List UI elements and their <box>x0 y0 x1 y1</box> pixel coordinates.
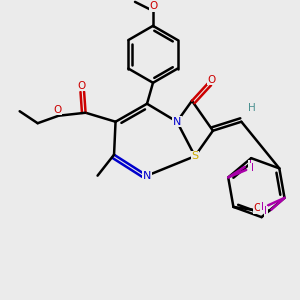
Text: N: N <box>173 117 181 127</box>
Text: S: S <box>191 151 199 161</box>
Text: O: O <box>207 75 215 85</box>
Text: O: O <box>77 81 85 91</box>
Text: I: I <box>251 164 254 173</box>
Text: H: H <box>248 103 256 113</box>
Text: O: O <box>253 203 262 213</box>
Text: O: O <box>53 105 61 115</box>
Text: I: I <box>249 160 252 170</box>
Text: I: I <box>264 206 267 216</box>
Text: O: O <box>150 2 158 11</box>
Text: N: N <box>143 171 151 181</box>
Text: I: I <box>260 202 263 212</box>
